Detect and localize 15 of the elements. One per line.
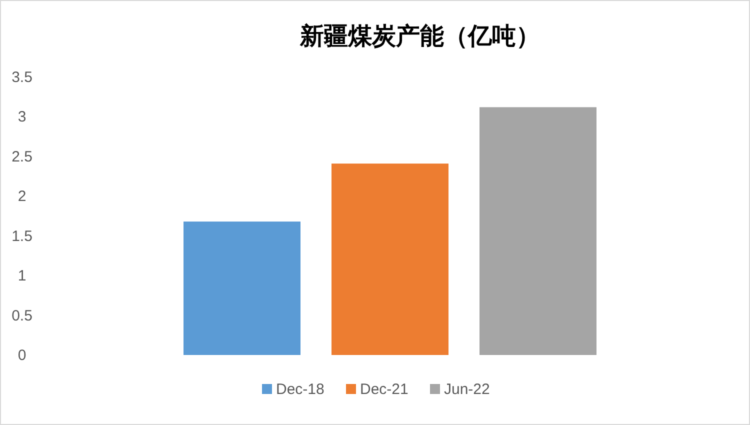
y-tick-label: 3.5 bbox=[12, 69, 32, 86]
y-tick-label: 1 bbox=[18, 268, 26, 285]
y-tick-label: 1.5 bbox=[12, 228, 32, 245]
bar bbox=[480, 107, 596, 355]
y-tick-label: 2 bbox=[18, 188, 26, 206]
y-tick-label: 0.5 bbox=[12, 307, 32, 324]
chart-title: 新疆煤炭产能（亿吨） bbox=[299, 23, 540, 50]
bar bbox=[332, 164, 448, 355]
legend-label: Dec-18 bbox=[276, 381, 324, 398]
legend-label: Dec-21 bbox=[360, 381, 408, 398]
bar bbox=[184, 222, 300, 355]
y-tick-label: 3 bbox=[18, 108, 26, 126]
y-tick-label: 2.5 bbox=[12, 148, 32, 166]
y-tick-label: 0 bbox=[18, 347, 26, 364]
legend-label: Jun-22 bbox=[444, 381, 490, 398]
